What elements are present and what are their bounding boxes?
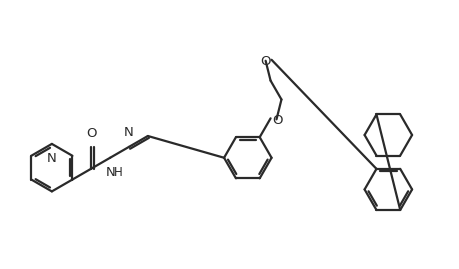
Text: O: O — [86, 127, 96, 140]
Text: H: H — [113, 166, 122, 179]
Text: O: O — [260, 55, 270, 68]
Text: N: N — [47, 152, 56, 165]
Text: O: O — [272, 114, 282, 127]
Text: N: N — [124, 126, 134, 139]
Text: N: N — [105, 166, 115, 179]
